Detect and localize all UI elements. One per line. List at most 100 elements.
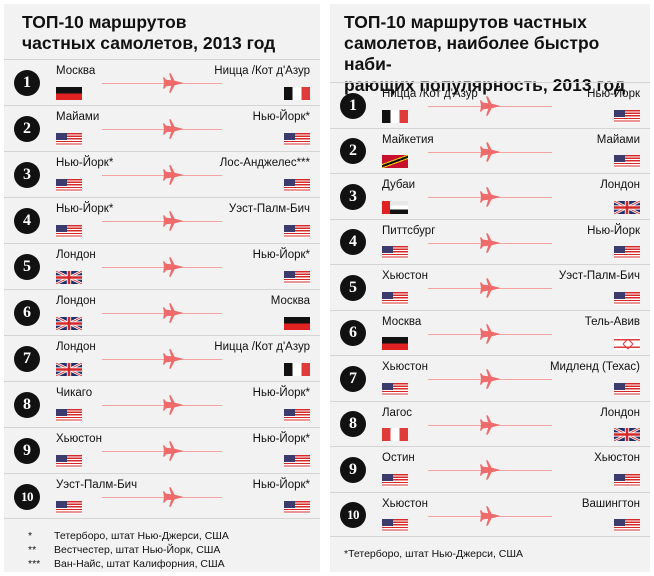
airplane-icon (478, 276, 502, 300)
airplane-icon (478, 94, 502, 118)
origin-city: Питтсбург (382, 224, 436, 237)
route-line (102, 175, 222, 176)
flag-us-icon (56, 455, 82, 468)
flag-il-icon (614, 337, 640, 350)
origin-city: Чикаго (56, 387, 93, 399)
rank-badge: 1 (14, 70, 40, 96)
flag-us-icon (56, 501, 82, 514)
flag-us-icon (284, 501, 310, 514)
flag-ae-icon (382, 200, 408, 214)
flag-gb-icon (56, 363, 82, 376)
rank-badge: 8 (14, 392, 40, 418)
destination-city: Нью-Йорк (587, 88, 640, 100)
flag-us-icon (56, 179, 82, 192)
route-row: 1 Москва Ницца /Кот д'Азур (4, 59, 320, 105)
airplane-icon (478, 413, 502, 437)
airplane-icon (161, 255, 185, 279)
destination-city: Нью-Йорк* (252, 249, 310, 261)
flag-fr-icon (284, 87, 310, 100)
flag-us-icon (382, 382, 408, 396)
airplane-icon (161, 439, 185, 463)
footnote: * Тетерборо, штат Нью-Джерси, США (28, 529, 229, 543)
origin-city: Лагос (382, 406, 413, 419)
rank-badge: 5 (14, 254, 40, 280)
flag-fr-icon (382, 109, 408, 123)
rank-badge: 6 (14, 300, 40, 326)
destination-city: Мидленд (Техас) (549, 361, 640, 373)
destination-city: Хьюстон (594, 452, 640, 464)
airplane-icon (478, 231, 502, 255)
route-row: 8 Лагос Лондон (330, 400, 650, 447)
flag-gb-icon (56, 317, 82, 330)
airplane-icon (478, 504, 502, 528)
destination-city: Тель-Авив (584, 315, 640, 328)
right-footnotes: *Тетерборо, штат Нью-Джерси, США (344, 547, 523, 561)
rank-badge: 4 (340, 229, 366, 256)
footnote: *Тетерборо, штат Нью-Джерси, США (344, 547, 523, 561)
origin-city: Дубаи (382, 179, 416, 191)
rank-badge: 2 (14, 116, 40, 142)
right-route-list: 1 Ницца /Кот д'Азур Нью-Йорк 2 Майкетия Майам… (330, 82, 650, 537)
rank-badge: 3 (340, 183, 366, 210)
airplane-icon (478, 140, 502, 164)
flag-kn-icon (382, 155, 408, 168)
flag-us-icon (284, 225, 310, 238)
origin-city: Лондон (56, 249, 96, 261)
rank-badge: 8 (340, 411, 366, 438)
flag-us-icon (614, 291, 640, 305)
route-row: 6 Москва Тель-Авив (330, 309, 650, 356)
destination-city: Уэст-Палм-Бич (228, 203, 310, 215)
footnote-text: Тетерборо, штат Нью-Джерси, США (54, 530, 229, 542)
destination-city: Уэст-Палм-Бич (558, 270, 640, 282)
route-row: 10 Хьюстон Вашингтон (330, 491, 650, 537)
origin-city: Ницца /Кот д'Азур (382, 88, 478, 100)
footnote-text: Ван-Найс, штат Калифорния, США (54, 558, 225, 570)
destination-city: Нью-Йорк* (252, 387, 310, 399)
airplane-icon (161, 117, 185, 141)
destination-city: Майами (596, 133, 640, 146)
route-line (102, 451, 222, 452)
flag-us-icon (614, 382, 640, 396)
route-row: 3 Дубаи Лондон (330, 173, 650, 219)
route-row: 4 Нью-Йорк* Уэст-Палм-Бич (4, 197, 320, 243)
footnote-mark: ** (28, 544, 37, 556)
origin-city: Майкетия (382, 133, 434, 146)
flag-us-icon (614, 246, 640, 259)
flag-us-icon (614, 519, 640, 532)
origin-city: Хьюстон (382, 270, 428, 282)
flag-us-icon (284, 271, 310, 284)
flag-fr-icon (284, 363, 310, 376)
flag-us-icon (614, 473, 640, 487)
airplane-icon (161, 393, 185, 417)
flag-gb-icon (56, 271, 82, 284)
route-line (102, 497, 222, 498)
right-title: ТОП-10 маршрутов частных самолетов, наиб… (344, 12, 626, 95)
origin-city: Хьюстон (382, 361, 428, 373)
origin-city: Хьюстон (56, 433, 102, 445)
rank-badge: 4 (14, 208, 40, 234)
rank-badge: 9 (340, 456, 366, 483)
flag-ru-icon (56, 87, 82, 100)
airplane-icon (478, 185, 502, 209)
flag-gb-icon (614, 428, 640, 441)
rank-badge: 7 (14, 346, 40, 372)
airplane-icon (478, 322, 502, 346)
footnote-mark: * (28, 530, 33, 542)
flag-ru-icon (382, 337, 408, 350)
destination-city: Вашингтон (581, 497, 640, 510)
route-row: 4 Питтсбург Нью-Йорк (330, 218, 650, 265)
flag-ng-icon (382, 428, 408, 441)
left-title: ТОП-10 маршрутов частных самолетов, 2013… (22, 12, 276, 53)
right-panel: ТОП-10 маршрутов частных самолетов, наиб… (330, 4, 650, 572)
footnote-text: *Тетерборо, штат Нью-Джерси, США (344, 548, 523, 560)
flag-gb-icon (614, 200, 640, 214)
flag-us-icon (284, 179, 310, 192)
route-row: 8 Чикаго Нью-Йорк* (4, 381, 320, 427)
route-row: 7 Хьюстон Мидленд (Техас) (330, 355, 650, 401)
rank-badge: 2 (340, 138, 366, 165)
route-row: 5 Лондон Нью-Йорк* (4, 243, 320, 289)
origin-city: Москва (56, 65, 96, 77)
airplane-icon (161, 301, 185, 325)
route-line (102, 267, 222, 268)
origin-city: Остин (382, 452, 415, 464)
